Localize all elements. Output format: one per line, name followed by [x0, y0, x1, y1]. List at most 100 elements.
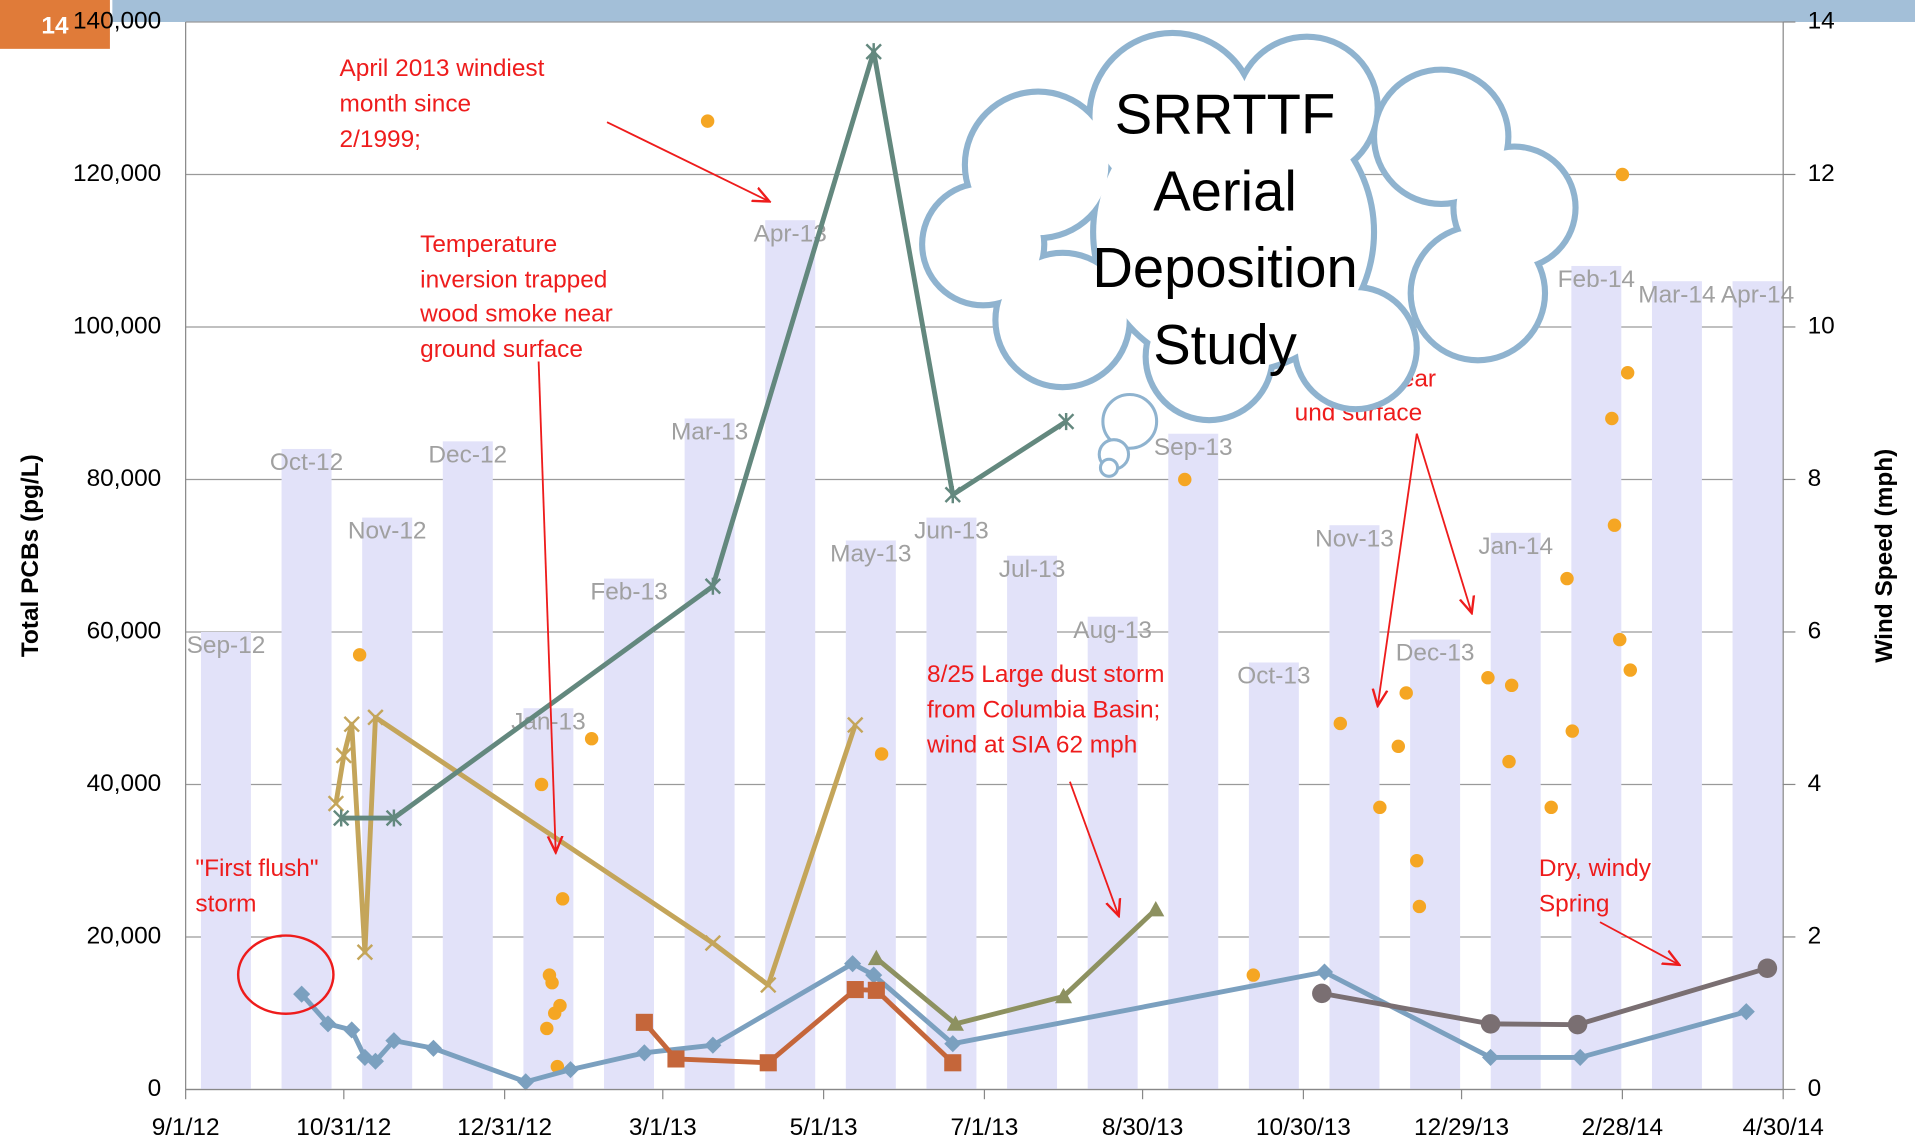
marker	[868, 982, 885, 999]
point	[1392, 740, 1405, 753]
point	[540, 1022, 553, 1035]
arrow	[607, 122, 769, 201]
annotation-text: inversion trapped	[420, 266, 607, 293]
point	[1481, 671, 1494, 684]
point	[1616, 168, 1629, 181]
point	[1413, 900, 1426, 913]
bar-label: Nov-13	[1315, 525, 1394, 552]
slide-number: 14	[41, 12, 69, 39]
chart: Sep-12Oct-12Nov-12Dec-12Jan-13Feb-13Mar-…	[0, 0, 1915, 1141]
annotation-text: Temperature	[420, 231, 557, 258]
bar-label: Jan-14	[1478, 533, 1553, 560]
point	[1613, 633, 1626, 646]
x-tick-label: 12/31/12	[457, 1114, 552, 1141]
marker	[1059, 413, 1074, 430]
bar-label: May-13	[830, 541, 911, 568]
y-tick-label: 120,000	[73, 160, 161, 187]
title-cloud: SRRTTF Aerial Deposition Study	[922, 33, 1575, 476]
bar-label: Aug-13	[1073, 617, 1152, 644]
bar-label: Dec-12	[428, 441, 507, 468]
point	[1247, 968, 1260, 981]
annotation-text: 2/1999;	[340, 126, 421, 153]
point	[1608, 519, 1621, 532]
x-tick-label: 3/1/13	[629, 1114, 697, 1141]
x-tick-label: 10/31/12	[296, 1114, 391, 1141]
point	[1502, 755, 1515, 768]
chart-title: SRRTTF	[1115, 82, 1336, 145]
y-tick-label: 100,000	[73, 312, 161, 339]
annotation-text: "First flush"	[195, 855, 318, 882]
marker	[667, 1050, 684, 1067]
bar-label: Mar-13	[671, 419, 748, 446]
x-tick-label: 9/1/12	[152, 1114, 220, 1141]
annotation-text: ground surface	[420, 336, 583, 363]
x-tick-label: 12/29/13	[1414, 1114, 1509, 1141]
marker	[343, 1021, 360, 1038]
y-tick-label: 40,000	[87, 770, 162, 797]
bar-label: Dec-13	[1396, 640, 1475, 667]
bar	[1652, 281, 1702, 1089]
y2-tick-label: 0	[1808, 1075, 1822, 1102]
point	[545, 976, 558, 989]
annotation-text: Spring	[1539, 890, 1610, 917]
marker	[1758, 958, 1778, 978]
marker	[425, 1040, 442, 1057]
point	[1505, 679, 1518, 692]
point	[556, 892, 569, 905]
annotation-text: wood smoke near	[419, 301, 613, 328]
bar	[846, 540, 896, 1089]
y-tick-label: 20,000	[87, 922, 162, 949]
y-tick-label: 0	[148, 1075, 162, 1102]
point	[1624, 663, 1637, 676]
annotation-text: storm	[195, 890, 256, 917]
point	[1178, 473, 1191, 486]
point	[1566, 724, 1579, 737]
marker	[1481, 1014, 1501, 1034]
point	[1334, 717, 1347, 730]
marker	[866, 43, 881, 60]
bar-label: Feb-14	[1558, 266, 1635, 293]
bar	[1491, 533, 1541, 1090]
bar-label: Oct-12	[270, 449, 343, 476]
top-band	[112, 0, 1915, 22]
point	[875, 747, 888, 760]
marker	[760, 1054, 777, 1071]
x-tick-label: 5/1/13	[790, 1114, 858, 1141]
bar-label: Mar-14	[1638, 281, 1715, 308]
annotation-text: Dry, windy	[1539, 855, 1652, 882]
marker	[1568, 1015, 1588, 1035]
point	[1544, 801, 1557, 814]
point	[548, 1006, 561, 1019]
point	[1560, 572, 1573, 585]
annotation-text: from Columbia Basin;	[927, 696, 1160, 723]
point	[535, 778, 548, 791]
marker	[636, 1014, 653, 1031]
y-tick-label: 60,000	[87, 617, 162, 644]
bar-label: Oct-13	[1237, 663, 1310, 690]
marker	[1312, 984, 1332, 1004]
chart-title: Study	[1153, 313, 1297, 376]
bar-label: Feb-13	[590, 579, 667, 606]
y2-tick-label: 10	[1808, 312, 1835, 339]
point	[1410, 854, 1423, 867]
arrow	[1417, 434, 1472, 614]
bar	[765, 220, 815, 1089]
bar	[604, 579, 654, 1090]
point	[1399, 686, 1412, 699]
marker	[1147, 901, 1164, 916]
bar-label: Sep-13	[1154, 434, 1233, 461]
bar-label: Sep-12	[187, 632, 266, 659]
x-tick-label: 10/30/13	[1256, 1114, 1351, 1141]
annotation-text: April 2013 windiest	[340, 55, 545, 82]
chart-title: Aerial	[1153, 159, 1297, 222]
y2-tick-label: 6	[1808, 617, 1822, 644]
bar-label: Jun-13	[914, 518, 989, 545]
point	[1621, 366, 1634, 379]
x-tick-label: 2/28/14	[1582, 1114, 1663, 1141]
annotation-text: 8/25 Large dust storm	[927, 661, 1164, 688]
point	[585, 732, 598, 745]
bar	[685, 418, 735, 1089]
bar	[1249, 662, 1299, 1089]
point	[1605, 412, 1618, 425]
y-axis-title: Total PCBs (pg/L)	[17, 454, 44, 657]
